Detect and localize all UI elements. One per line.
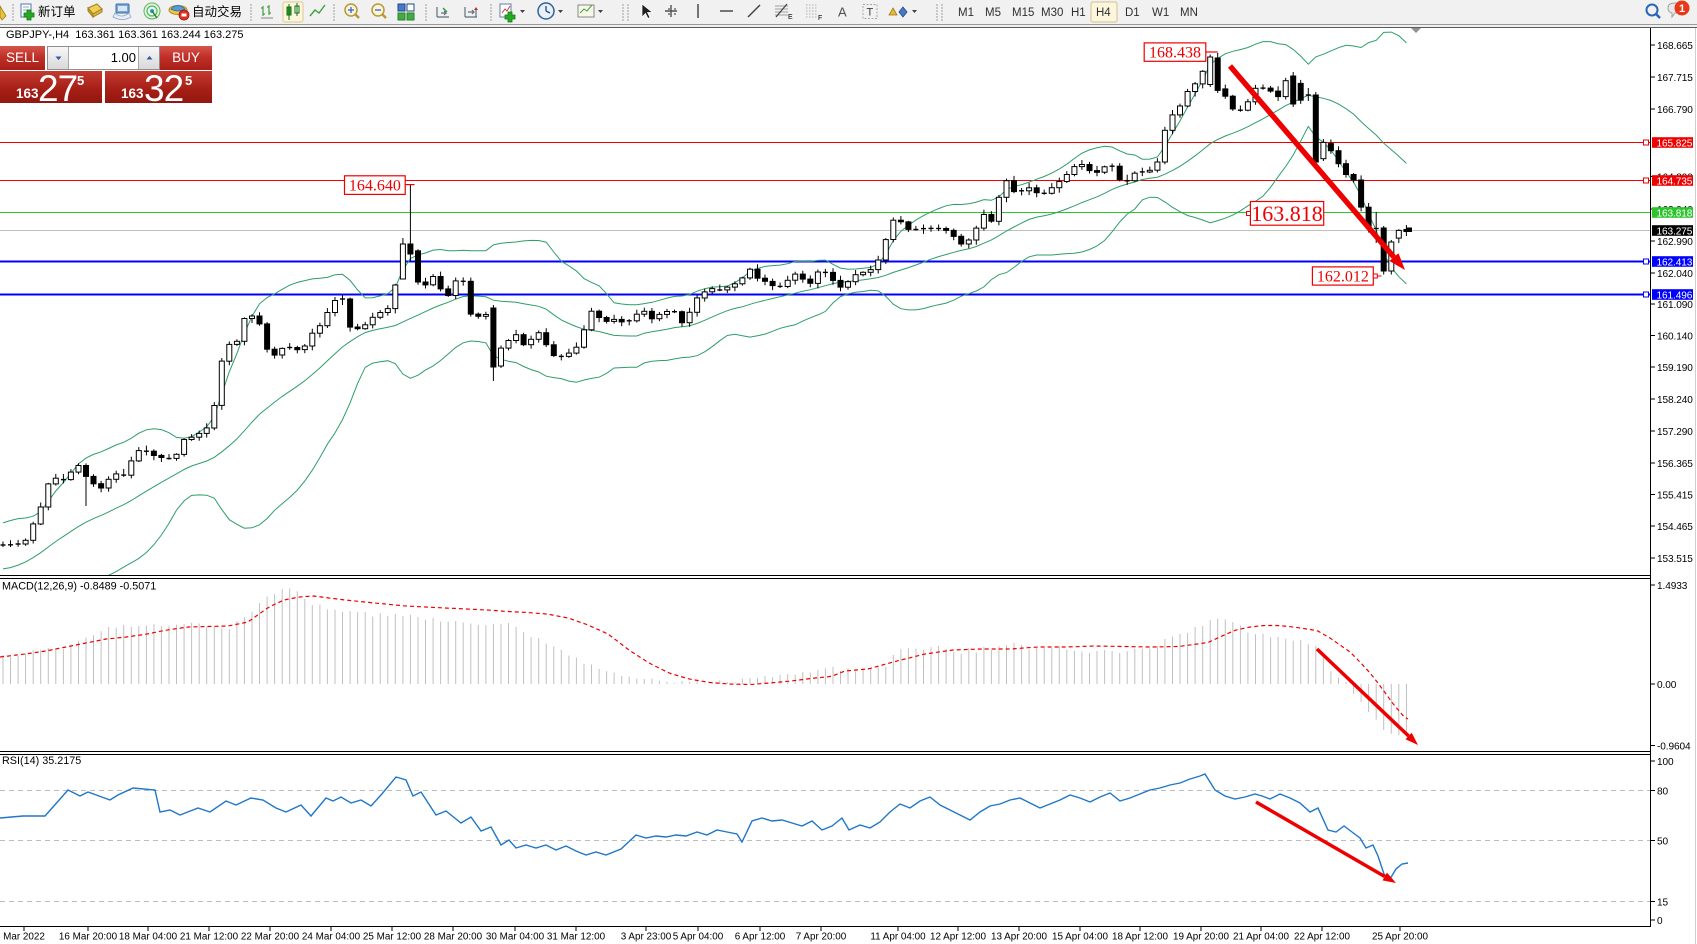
svg-text:MACD(12,26,9) -0.8489 -0.5071: MACD(12,26,9) -0.8489 -0.5071 bbox=[2, 581, 156, 593]
svg-text:M1: M1 bbox=[958, 7, 974, 19]
svg-text:164.735: 164.735 bbox=[1657, 176, 1693, 187]
svg-text:A: A bbox=[838, 5, 847, 20]
svg-text:162.012: 162.012 bbox=[1317, 268, 1369, 285]
svg-text:167.715: 167.715 bbox=[1657, 73, 1693, 84]
svg-text:168.665: 168.665 bbox=[1657, 41, 1693, 52]
svg-text:18 Mar 04:00: 18 Mar 04:00 bbox=[119, 932, 178, 943]
svg-text:H4: H4 bbox=[1096, 7, 1111, 19]
svg-text:163.275: 163.275 bbox=[1657, 226, 1693, 237]
svg-text:Mar 2022: Mar 2022 bbox=[3, 932, 45, 943]
svg-text:158.240: 158.240 bbox=[1657, 395, 1693, 406]
svg-text:11 Apr 04:00: 11 Apr 04:00 bbox=[870, 932, 926, 943]
svg-text:M15: M15 bbox=[1012, 7, 1034, 19]
svg-text:164.640: 164.640 bbox=[349, 178, 401, 195]
svg-text:E: E bbox=[788, 14, 793, 21]
svg-text:16 Mar 20:00: 16 Mar 20:00 bbox=[59, 932, 118, 943]
svg-text:H1: H1 bbox=[1071, 7, 1086, 19]
svg-text:6 Apr 12:00: 6 Apr 12:00 bbox=[735, 932, 786, 943]
svg-text:21 Mar 12:00: 21 Mar 12:00 bbox=[180, 932, 239, 943]
svg-text:15: 15 bbox=[1657, 897, 1669, 908]
svg-text:0.00: 0.00 bbox=[1657, 680, 1677, 691]
svg-text:163.818: 163.818 bbox=[1657, 208, 1693, 219]
svg-text:新订单: 新订单 bbox=[38, 4, 76, 19]
svg-text:M5: M5 bbox=[985, 7, 1001, 19]
svg-text:162.990: 162.990 bbox=[1657, 237, 1693, 248]
svg-text:157.290: 157.290 bbox=[1657, 427, 1693, 438]
svg-text:24 Mar 04:00: 24 Mar 04:00 bbox=[302, 932, 361, 943]
svg-text:28 Mar 20:00: 28 Mar 20:00 bbox=[424, 932, 483, 943]
svg-text:159.190: 159.190 bbox=[1657, 363, 1693, 374]
svg-text:W1: W1 bbox=[1152, 7, 1169, 19]
svg-text:31 Mar 12:00: 31 Mar 12:00 bbox=[547, 932, 606, 943]
svg-text:GBPJPY-,H4 163.361 163.361 16: GBPJPY-,H4 163.361 163.361 163.244 163.2… bbox=[6, 29, 244, 41]
svg-text:50: 50 bbox=[1657, 836, 1669, 847]
svg-text:19 Apr 20:00: 19 Apr 20:00 bbox=[1173, 932, 1230, 943]
svg-text:156.365: 156.365 bbox=[1657, 459, 1693, 470]
svg-text:162.413: 162.413 bbox=[1657, 257, 1693, 268]
svg-text:18 Apr 12:00: 18 Apr 12:00 bbox=[1112, 932, 1169, 943]
svg-text:153.515: 153.515 bbox=[1657, 554, 1693, 565]
svg-text:25 Apr 20:00: 25 Apr 20:00 bbox=[1372, 932, 1429, 943]
svg-text:RSI(14) 35.2175: RSI(14) 35.2175 bbox=[2, 755, 81, 767]
svg-text:163.818: 163.818 bbox=[1251, 201, 1323, 226]
svg-text:1.4933: 1.4933 bbox=[1657, 581, 1688, 592]
svg-text:166.790: 166.790 bbox=[1657, 105, 1693, 116]
svg-text:25 Mar 12:00: 25 Mar 12:00 bbox=[363, 932, 422, 943]
svg-text:165.825: 165.825 bbox=[1657, 138, 1693, 149]
svg-text:22 Apr 12:00: 22 Apr 12:00 bbox=[1294, 932, 1351, 943]
svg-text:21 Apr 04:00: 21 Apr 04:00 bbox=[1233, 932, 1290, 943]
svg-text:自动交易: 自动交易 bbox=[192, 4, 242, 19]
svg-text:MN: MN bbox=[1180, 7, 1198, 19]
svg-text:-0.9604: -0.9604 bbox=[1657, 741, 1691, 752]
svg-text:D1: D1 bbox=[1125, 7, 1140, 19]
svg-text:155.415: 155.415 bbox=[1657, 490, 1693, 501]
svg-text:M30: M30 bbox=[1041, 7, 1063, 19]
svg-text:168.438: 168.438 bbox=[1149, 45, 1201, 62]
svg-text:22 Mar 20:00: 22 Mar 20:00 bbox=[241, 932, 300, 943]
svg-text:160.140: 160.140 bbox=[1657, 331, 1693, 342]
svg-text:13 Apr 20:00: 13 Apr 20:00 bbox=[991, 932, 1048, 943]
svg-text:161.090: 161.090 bbox=[1657, 300, 1693, 311]
svg-text:30 Mar 04:00: 30 Mar 04:00 bbox=[486, 932, 545, 943]
svg-text:F: F bbox=[818, 15, 822, 22]
svg-text:80: 80 bbox=[1657, 786, 1669, 797]
svg-text:162.040: 162.040 bbox=[1657, 269, 1693, 280]
svg-text:161.496: 161.496 bbox=[1657, 290, 1693, 301]
svg-text:T: T bbox=[867, 7, 874, 19]
svg-text:3 Apr 23:00: 3 Apr 23:00 bbox=[621, 932, 672, 943]
svg-text:7 Apr 20:00: 7 Apr 20:00 bbox=[796, 932, 847, 943]
svg-text:1: 1 bbox=[1679, 3, 1685, 15]
svg-text:5 Apr 04:00: 5 Apr 04:00 bbox=[673, 932, 724, 943]
svg-text:100: 100 bbox=[1657, 757, 1674, 768]
svg-text:15 Apr 04:00: 15 Apr 04:00 bbox=[1052, 932, 1109, 943]
svg-text:12 Apr 12:00: 12 Apr 12:00 bbox=[930, 932, 987, 943]
svg-text:0: 0 bbox=[1657, 916, 1663, 927]
svg-text:154.465: 154.465 bbox=[1657, 522, 1693, 533]
